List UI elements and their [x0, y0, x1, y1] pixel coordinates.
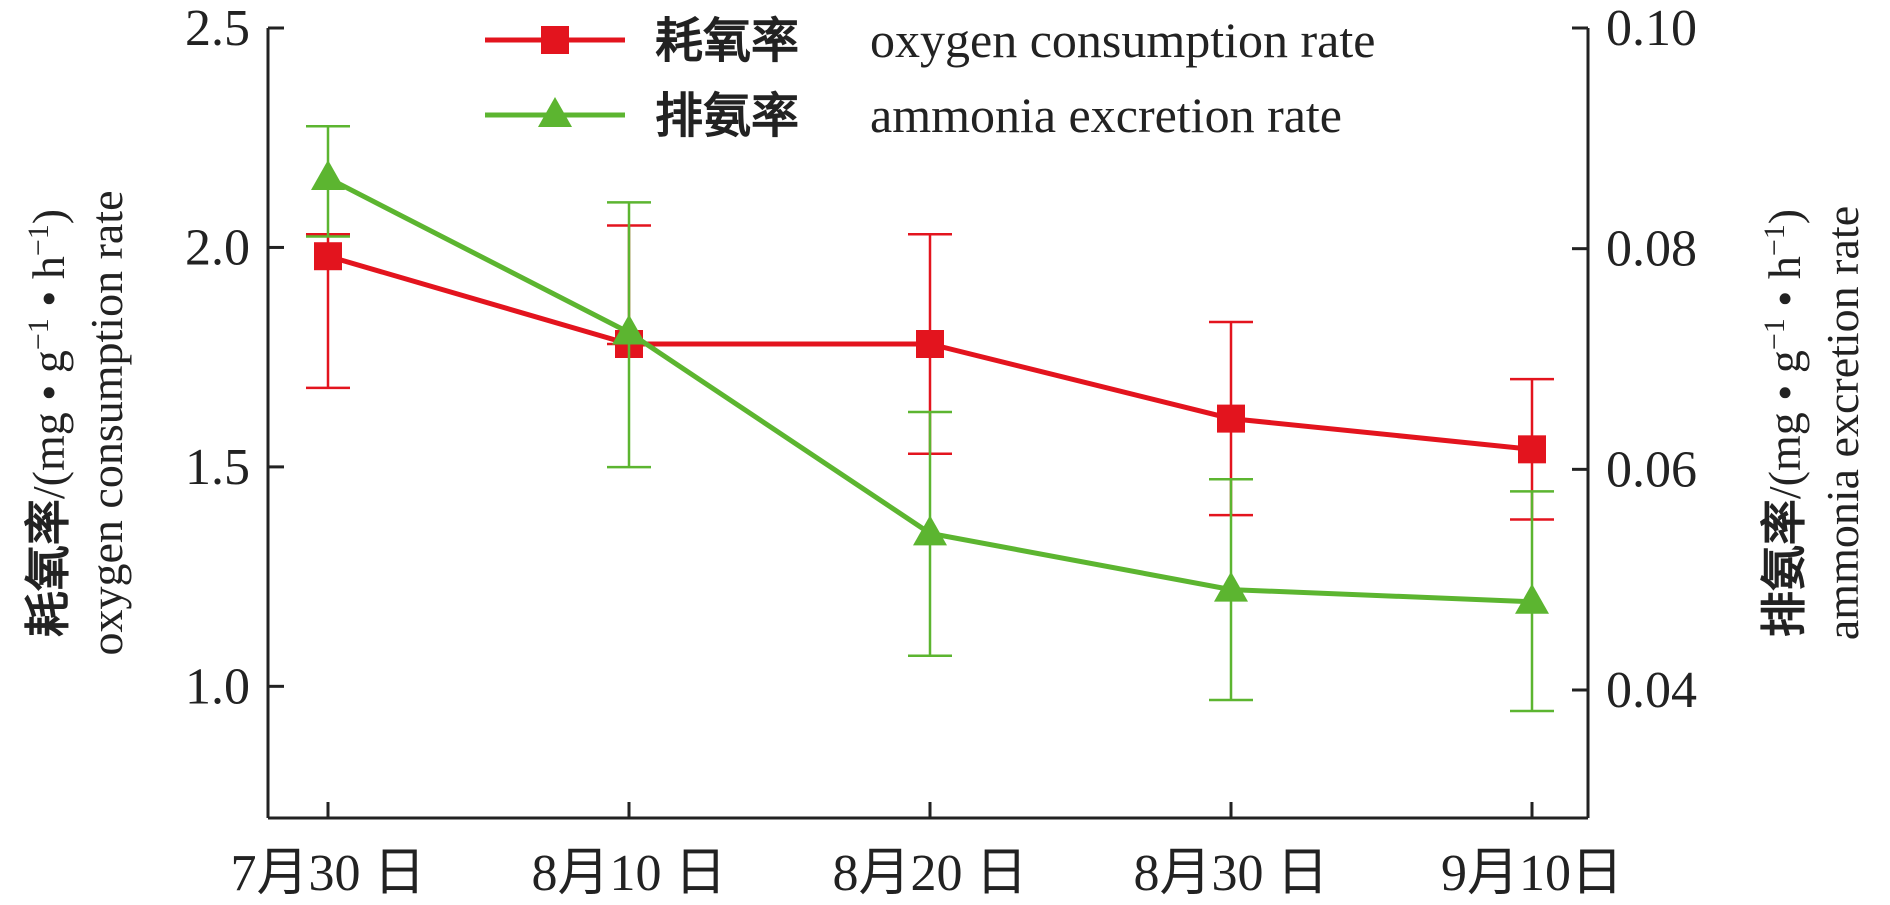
x-tick-label: 8月20 日: [832, 845, 1027, 902]
legend-item-ammonia: 排氨率 ammonia excretion rate: [485, 87, 1342, 144]
legend-label-en: oxygen consumption rate: [870, 12, 1375, 68]
data-point-square: [1518, 435, 1546, 464]
legend-label-cn: 耗氧率: [655, 13, 799, 69]
legend-marker-triangle: [538, 97, 572, 127]
left-tick-label: 2.0: [185, 219, 250, 276]
axis-unit: /(mg • g: [1759, 350, 1810, 499]
axis-unit-exp: −1: [22, 224, 55, 256]
right-tick-label: 0.04: [1606, 662, 1697, 719]
axis-unit: ): [1759, 209, 1810, 224]
axis-titles: 耗氧率/(mg • g−1 • h−1) oxygen consumption r…: [21, 190, 1868, 655]
left-axis-title: 耗氧率/(mg • g−1 • h−1) oxygen consumption r…: [21, 190, 132, 655]
legend-marker-square: [541, 26, 569, 54]
axis-title-cn: 耗氧率: [21, 499, 75, 637]
data-point-square: [916, 330, 944, 358]
axis-unit-exp: −1: [1758, 224, 1791, 256]
legend-item-oxygen: 耗氧率 oxygen consumption rate: [485, 12, 1375, 69]
right-axis-title-en: ammonia excretion rate: [1817, 206, 1868, 640]
data-point-square: [1217, 404, 1245, 433]
axis-unit: ): [23, 209, 74, 224]
axis-unit-exp: −1: [22, 318, 55, 350]
right-axis-title: 排氨率/(mg • g−1 • h−1) ammonia excretion ra…: [1757, 206, 1868, 640]
axis-unit-exp: −1: [1758, 318, 1791, 350]
axis-title-cn: 排氨率: [1757, 499, 1811, 637]
left-axis-title-line1: 耗氧率/(mg • g−1 • h−1): [21, 209, 75, 637]
left-axis-title-en: oxygen consumption rate: [81, 190, 132, 655]
data-point-triangle: [1515, 583, 1549, 614]
left-tick-label: 1.0: [185, 658, 250, 715]
axis-unit: /(mg • g: [23, 350, 74, 499]
series-ammonia: [306, 124, 1554, 713]
axis-unit: • h: [1759, 256, 1810, 318]
data-point-triangle: [1214, 571, 1248, 602]
x-tick-label: 9月10日: [1441, 845, 1623, 902]
data-point-triangle: [612, 314, 646, 345]
x-tick-label: 8月10 日: [531, 845, 726, 902]
right-tick-label: 0.10: [1606, 0, 1697, 57]
right-axis-title-line2: ammonia excretion rate: [1817, 206, 1868, 640]
x-tick-label: 7月30 日: [230, 845, 425, 902]
legend: 耗氧率 oxygen consumption rate 排氨率 ammonia exc…: [485, 12, 1375, 144]
legend-label-cn: 排氨率: [655, 88, 799, 144]
left-axis-title-line2: oxygen consumption rate: [81, 190, 132, 655]
axis-unit: • h: [23, 256, 74, 318]
left-tick-label: 2.5: [185, 0, 250, 57]
legend-label-en: ammonia excretion rate: [870, 87, 1342, 143]
left-tick-label: 1.5: [185, 439, 250, 496]
data-point-square: [314, 242, 342, 271]
right-tick-label: 0.06: [1606, 441, 1697, 498]
series-layer: [306, 124, 1554, 713]
x-tick-label: 8月30 日: [1133, 845, 1328, 902]
right-tick-label: 0.08: [1606, 221, 1697, 278]
right-axis-title-line1: 排氨率/(mg • g−1 • h−1): [1757, 209, 1811, 637]
data-point-triangle: [913, 515, 947, 546]
data-point-triangle: [311, 160, 345, 191]
axes: 1.0 1.5 2.0 2.5 0.04 0.06 0.08 0.10 7月30 日 8月10 日…: [185, 0, 1697, 902]
